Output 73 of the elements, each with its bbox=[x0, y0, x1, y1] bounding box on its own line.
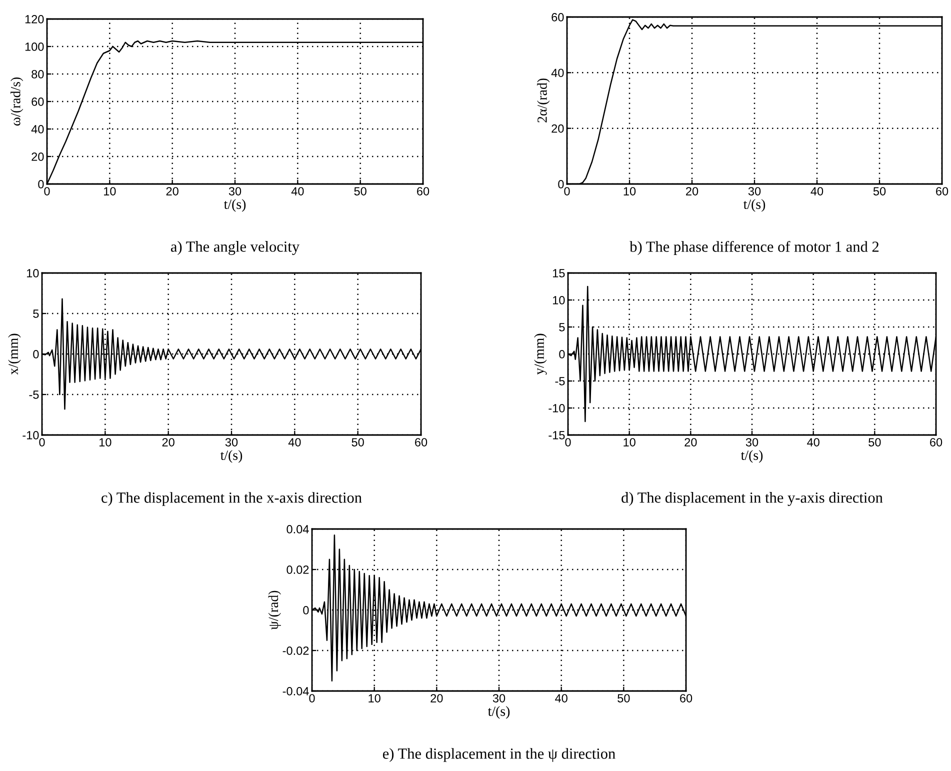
x-tick-label: 60 bbox=[417, 187, 430, 196]
x-tick-label: 40 bbox=[807, 438, 820, 446]
x-tick-label: 30 bbox=[746, 438, 758, 446]
x-tick-label: 10 bbox=[100, 438, 112, 446]
y-axis-title: y/(mm) bbox=[534, 334, 547, 375]
y-tick-label: 60 bbox=[32, 98, 44, 106]
x-axis-title: t/(s) bbox=[220, 450, 242, 463]
x-tick-label: 10 bbox=[624, 438, 636, 446]
x-tick-label: 50 bbox=[354, 187, 366, 196]
text: b) The phase difference of motor 1 and 2 bbox=[630, 240, 879, 256]
y-tick-label: 0 bbox=[559, 350, 565, 358]
y-tick-label: 100 bbox=[25, 42, 44, 51]
y-tick-label: 40 bbox=[31, 125, 44, 134]
x-tick-label: 10 bbox=[368, 694, 380, 702]
y-tick-label: 40 bbox=[551, 68, 564, 78]
text: a) The angle velocity bbox=[170, 241, 300, 255]
text: d) The displacement in the y-axis direction bbox=[622, 492, 883, 506]
y-tick-label: -10 bbox=[548, 404, 565, 412]
y-tick-label: 0 bbox=[303, 606, 309, 614]
x-tick-label: 20 bbox=[686, 187, 698, 196]
x-tick-label: 50 bbox=[873, 187, 886, 196]
x-tick-label: 0 bbox=[565, 438, 571, 446]
y-tick-label: 0 bbox=[38, 180, 44, 188]
x-tick-label: 30 bbox=[228, 187, 242, 196]
x-tick-label: 10 bbox=[104, 187, 116, 196]
y-tick-label: -10 bbox=[22, 431, 39, 440]
x-axis-title: t/(s) bbox=[488, 706, 510, 719]
x-tick-label: 20 bbox=[430, 694, 443, 702]
text: c) The displacement in the x-axis direction bbox=[102, 492, 362, 506]
text: e) The displacement in the ψ direction bbox=[382, 748, 616, 762]
y-tick-label: 10 bbox=[26, 269, 39, 278]
y-tick-label: 80 bbox=[32, 70, 44, 78]
y-tick-label: 0.02 bbox=[286, 566, 309, 574]
x-tick-label: 40 bbox=[810, 187, 824, 196]
x-tick-label: 0 bbox=[309, 694, 315, 702]
x-tick-label: 30 bbox=[225, 438, 238, 446]
y-tick-label: 5 bbox=[559, 323, 565, 332]
x-tick-label: 50 bbox=[352, 438, 364, 446]
y-tick-label: -5 bbox=[29, 390, 39, 399]
x-tick-label: 50 bbox=[868, 438, 881, 446]
x-tick-label: 30 bbox=[492, 694, 506, 702]
y-tick-label: -5 bbox=[555, 377, 565, 386]
x-tick-label: 20 bbox=[684, 438, 697, 446]
y-tick-label: 0 bbox=[558, 180, 564, 188]
x-tick-label: 0 bbox=[44, 187, 50, 196]
y-tick-label: 0 bbox=[33, 350, 39, 358]
y-axis-title: ω/(rad/s) bbox=[10, 77, 24, 126]
y-axis-title: ψ/(rad) bbox=[268, 590, 281, 630]
x-tick-label: 30 bbox=[748, 187, 761, 196]
x-axis-title: t/(s) bbox=[224, 199, 246, 212]
y-tick-label: 15 bbox=[552, 269, 565, 278]
x-axis-title: t/(s) bbox=[743, 199, 766, 212]
x-tick-label: 10 bbox=[624, 187, 636, 196]
y-tick-label: 120 bbox=[25, 15, 44, 24]
x-tick-label: 20 bbox=[166, 187, 178, 196]
x-tick-label: 60 bbox=[930, 438, 942, 446]
y-tick-label: 20 bbox=[32, 152, 44, 161]
x-tick-label: 60 bbox=[415, 438, 428, 446]
y-tick-label: 60 bbox=[552, 13, 564, 22]
y-axis-title: x/(mm) bbox=[8, 334, 21, 375]
y-tick-label: -0.04 bbox=[282, 687, 309, 696]
y-tick-label: -0.02 bbox=[282, 646, 309, 655]
y-tick-label: -15 bbox=[548, 431, 565, 440]
x-axis-title: t/(s) bbox=[740, 450, 763, 463]
y-tick-label: 10 bbox=[552, 296, 565, 304]
y-tick-label: 20 bbox=[552, 124, 564, 133]
x-tick-label: 60 bbox=[680, 694, 692, 702]
y-axis-title: 2α/(rad) bbox=[537, 78, 550, 122]
x-tick-label: 20 bbox=[162, 438, 174, 446]
y-tick-label: 5 bbox=[33, 310, 39, 318]
y-tick-label: 0.04 bbox=[286, 525, 309, 534]
x-tick-label: 50 bbox=[618, 694, 630, 702]
x-tick-label: 60 bbox=[936, 187, 948, 196]
